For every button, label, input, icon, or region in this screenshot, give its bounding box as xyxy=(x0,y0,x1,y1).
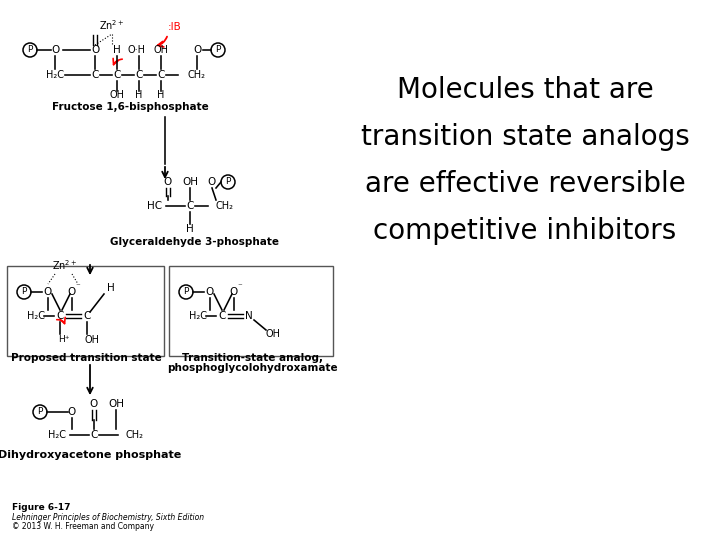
Text: O: O xyxy=(164,177,172,187)
Text: C: C xyxy=(90,430,98,440)
Text: Proposed transition state: Proposed transition state xyxy=(11,353,161,363)
Text: H₂C: H₂C xyxy=(189,311,207,321)
Text: O: O xyxy=(206,287,214,297)
Text: O: O xyxy=(230,287,238,297)
FancyBboxPatch shape xyxy=(169,266,333,356)
Text: C: C xyxy=(56,311,63,321)
Text: H: H xyxy=(107,283,115,293)
Text: O: O xyxy=(193,45,201,55)
Text: P: P xyxy=(225,178,230,186)
Text: CH₂: CH₂ xyxy=(188,70,206,80)
Text: O: O xyxy=(208,177,216,187)
Text: C: C xyxy=(84,311,91,321)
Text: O: O xyxy=(51,45,59,55)
Text: OH: OH xyxy=(84,335,99,345)
Text: P: P xyxy=(22,287,27,296)
Text: H: H xyxy=(113,45,121,55)
Text: competitive inhibitors: competitive inhibitors xyxy=(374,217,677,245)
Text: O: O xyxy=(91,45,99,55)
Text: transition state analogs: transition state analogs xyxy=(361,123,689,151)
Text: ⁻: ⁻ xyxy=(76,282,81,292)
Text: Dihydroxyacetone phosphate: Dihydroxyacetone phosphate xyxy=(0,450,181,460)
Text: Zn$^{2+}$: Zn$^{2+}$ xyxy=(99,18,125,32)
Text: H: H xyxy=(157,90,165,100)
Text: C: C xyxy=(135,70,143,80)
Text: C: C xyxy=(91,70,99,80)
Text: OH: OH xyxy=(108,399,124,409)
Text: Glyceraldehyde 3-phosphate: Glyceraldehyde 3-phosphate xyxy=(110,237,279,247)
Text: O·H: O·H xyxy=(127,45,145,55)
Text: Figure 6-17: Figure 6-17 xyxy=(12,503,71,512)
Text: O: O xyxy=(90,399,98,409)
Text: phosphoglycolohydroxamate: phosphoglycolohydroxamate xyxy=(167,363,337,373)
Text: OH: OH xyxy=(182,177,198,187)
Text: C: C xyxy=(186,201,194,211)
Text: C: C xyxy=(113,70,121,80)
Text: N: N xyxy=(245,311,253,321)
Text: Molecules that are: Molecules that are xyxy=(397,76,653,104)
Text: H: H xyxy=(186,224,194,234)
FancyBboxPatch shape xyxy=(7,266,164,356)
Text: C: C xyxy=(218,311,225,321)
Text: ⁻: ⁻ xyxy=(238,282,243,292)
Text: O: O xyxy=(44,287,52,297)
Text: CH₂: CH₂ xyxy=(216,201,234,211)
Text: P: P xyxy=(184,287,189,296)
Text: Zn$^{2+}$: Zn$^{2+}$ xyxy=(53,258,78,272)
Text: C: C xyxy=(157,70,165,80)
Text: OH: OH xyxy=(266,329,281,339)
Text: O: O xyxy=(68,407,76,417)
Text: O: O xyxy=(68,287,76,297)
Text: OH: OH xyxy=(109,90,125,100)
Text: H₂C: H₂C xyxy=(27,311,45,321)
Text: H₂C: H₂C xyxy=(46,70,64,80)
Text: OH: OH xyxy=(153,45,168,55)
Text: P: P xyxy=(215,45,221,55)
Text: H: H xyxy=(135,90,143,100)
Text: Fructose 1,6-bisphosphate: Fructose 1,6-bisphosphate xyxy=(52,102,208,112)
Text: CH₂: CH₂ xyxy=(126,430,144,440)
Text: H₂C: H₂C xyxy=(48,430,66,440)
Text: P: P xyxy=(37,408,42,416)
Text: H⁺: H⁺ xyxy=(58,335,70,345)
Text: are effective reversible: are effective reversible xyxy=(364,170,685,198)
Text: Lehninger Principles of Biochemistry, Sixth Edition: Lehninger Principles of Biochemistry, Si… xyxy=(12,513,204,522)
Text: :IB: :IB xyxy=(168,22,181,32)
Text: © 2013 W. H. Freeman and Company: © 2013 W. H. Freeman and Company xyxy=(12,522,154,531)
Text: P: P xyxy=(27,45,32,55)
Text: HC: HC xyxy=(147,201,162,211)
Text: Transition-state analog,: Transition-state analog, xyxy=(181,353,323,363)
